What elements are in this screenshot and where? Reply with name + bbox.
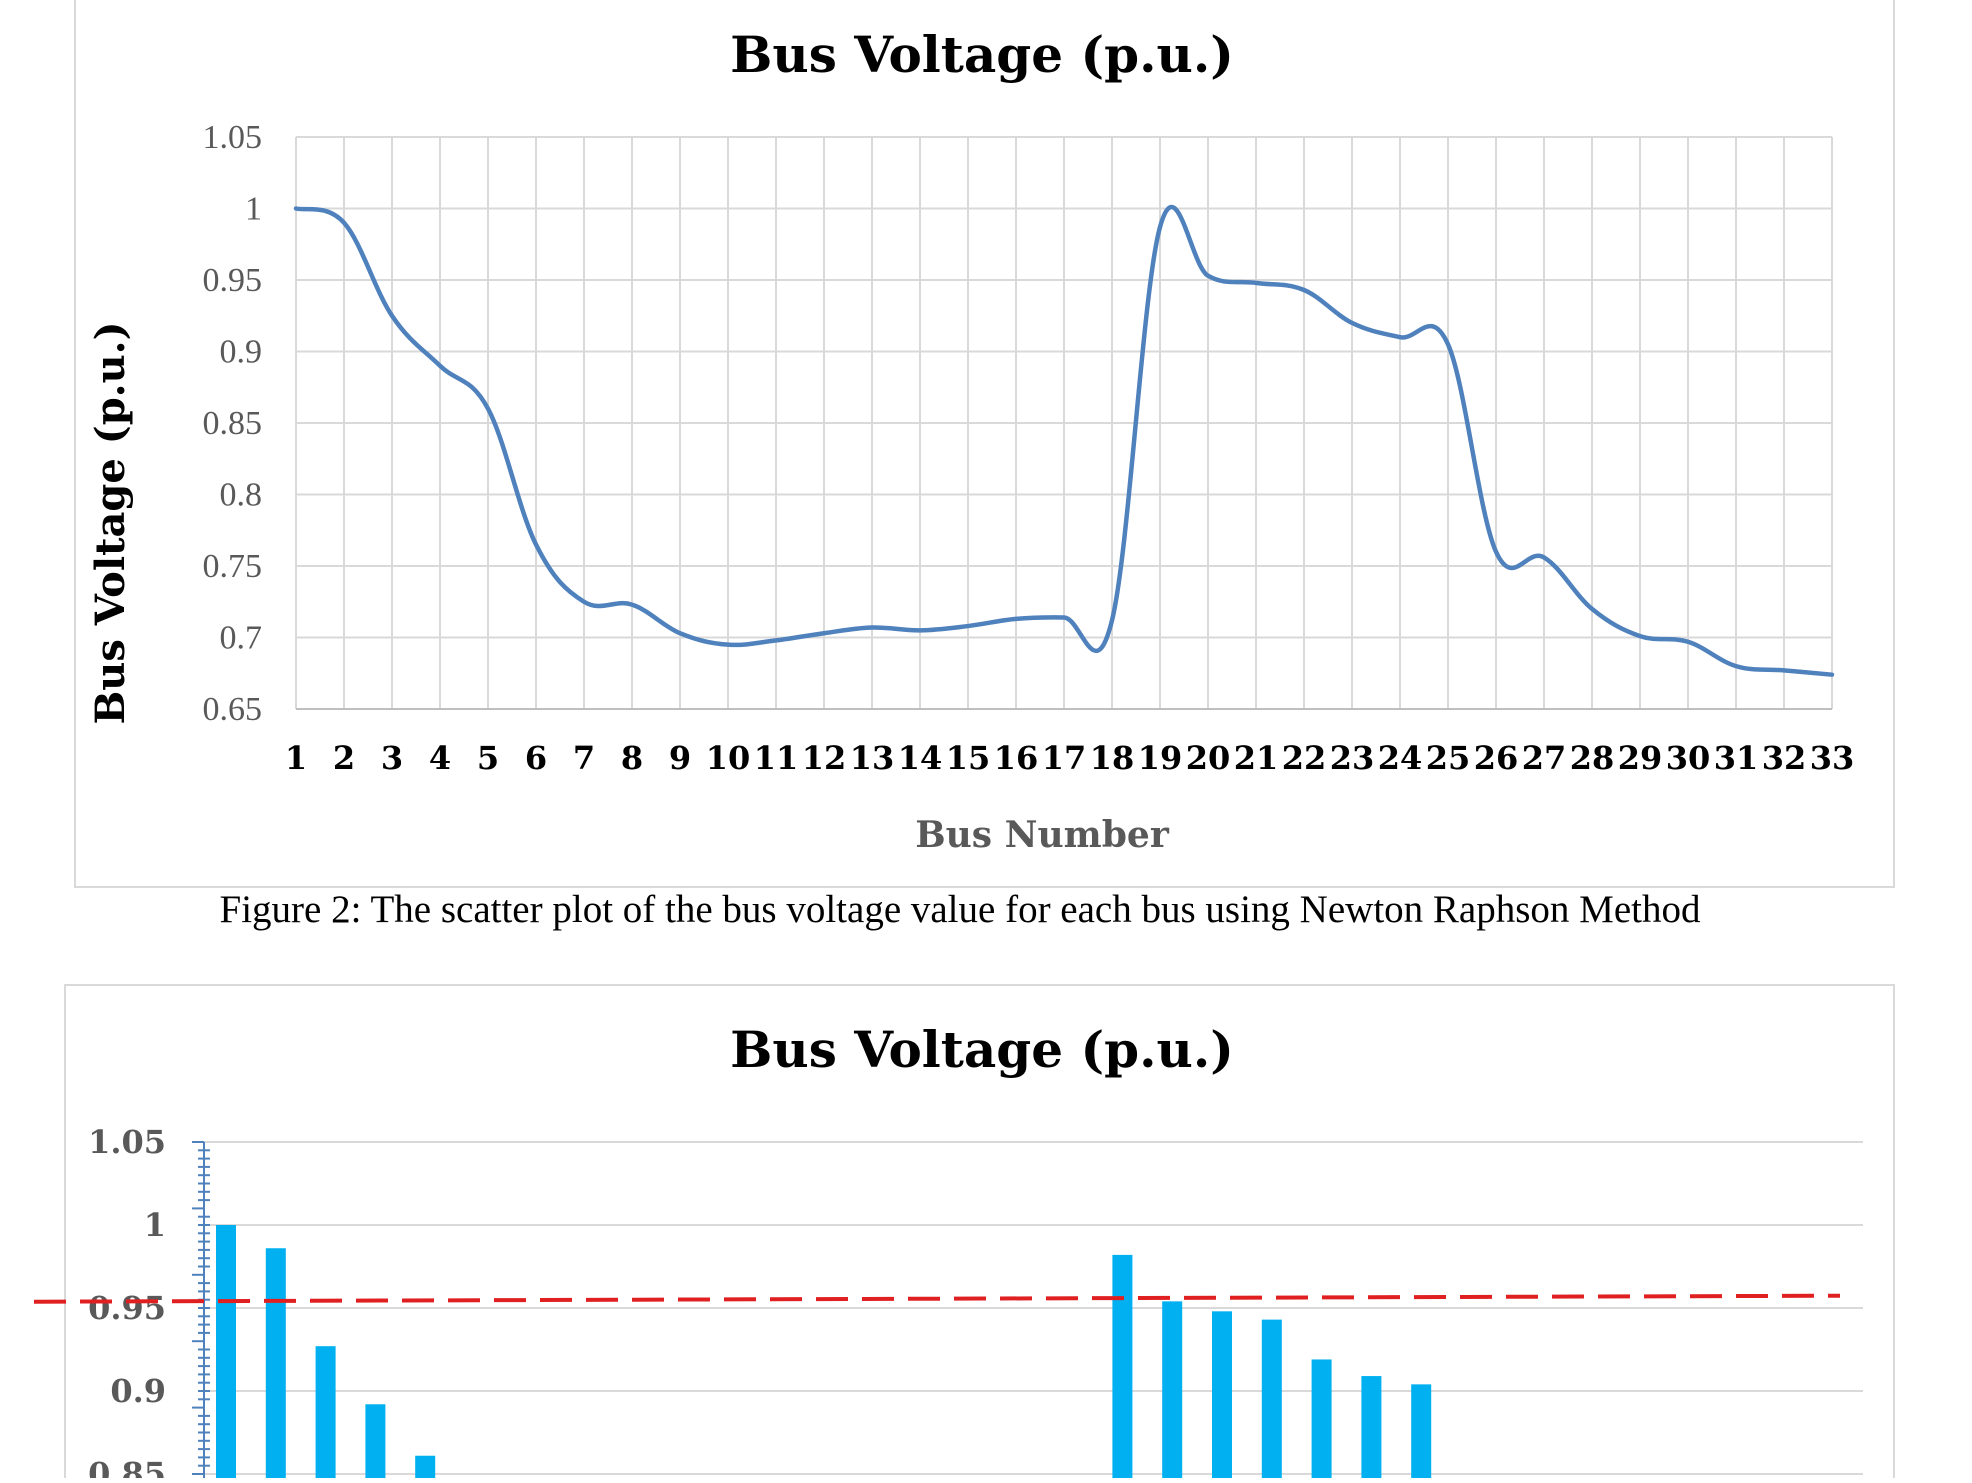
chart1-x-tick-label: 32: [1762, 739, 1807, 777]
chart1-x-tick-label: 5: [477, 739, 499, 777]
chart1-x-tick-label: 16: [994, 739, 1039, 777]
chart1-y-tick-label: 0.85: [203, 405, 263, 442]
chart2-bar: [415, 1455, 436, 1483]
chart2-bar: [265, 1248, 286, 1483]
chart1-x-ticks: 1 2 3 4 5 6 7 8 9 10 11 12 13 14 15 16 17 18 19 20 21 22 23 24 2…: [285, 739, 1854, 777]
chart2-y-ticks: 1.05 1 0.95 0.9 0.85: [88, 1123, 166, 1483]
chart2-frame: [64, 984, 1895, 1483]
chart1-frame: [74, 0, 1895, 888]
chart1-x-tick-label: 9: [669, 739, 691, 777]
chart1-y-tick-label: 1.05: [203, 119, 263, 156]
chart1-x-tick-label: 6: [525, 739, 547, 777]
chart1-x-tick-label: 7: [573, 739, 595, 777]
chart1-x-tick-label: 23: [1330, 739, 1375, 777]
chart1-x-tick-label: 18: [1090, 739, 1135, 777]
chart1-x-tick-label: 28: [1570, 739, 1615, 777]
chart1-x-tick-label: 27: [1522, 739, 1567, 777]
chart1-x-tick-label: 31: [1714, 739, 1759, 777]
chart1-x-tick-label: 19: [1138, 739, 1183, 777]
chart1-x-tick-label: 22: [1282, 739, 1327, 777]
chart2-y-tick-label: 0.9: [110, 1372, 166, 1410]
chart1-grid: [295, 136, 1833, 710]
chart1-x-tick-label: 10: [706, 739, 751, 777]
chart1-x-tick-label: 4: [429, 739, 451, 777]
chart1-y-ticks: 1.05 1 0.95 0.9 0.85 0.8 0.75 0.7 0.65: [203, 119, 263, 728]
chart1-y-axis-label: Bus Voltage (p.u.): [87, 321, 134, 724]
chart1-x-tick-label: 14: [898, 739, 943, 777]
chart1-x-tick-label: 25: [1426, 739, 1471, 777]
chart2-bar: [1361, 1376, 1382, 1483]
chart1-x-tick-label: 8: [621, 739, 643, 777]
chart1-x-axis-label: Bus Number: [915, 814, 1170, 856]
chart1-y-tick-label: 0.7: [220, 620, 263, 657]
chart1-x-tick-label: 26: [1474, 739, 1519, 777]
chart2-threshold-line: [33, 1293, 1841, 1304]
chart1-x-tick-label: 15: [946, 739, 991, 777]
chart1-x-tick-label: 29: [1618, 739, 1663, 777]
chart1-x-tick-label: 21: [1234, 739, 1279, 777]
chart2-bar: [365, 1404, 386, 1483]
chart1-x-tick-label: 3: [381, 739, 403, 777]
figure-caption: Figure 2: The scatter plot of the bus vo…: [220, 888, 1701, 931]
chart2-bar: [1212, 1311, 1232, 1483]
chart1-x-tick-label: 30: [1666, 739, 1711, 777]
chart1-y-tick-label: 0.8: [220, 477, 263, 514]
chart1-x-tick-label: 20: [1186, 739, 1231, 777]
chart2-y-tick-label: 1.05: [88, 1123, 166, 1161]
chart1-x-tick-label: 24: [1378, 739, 1423, 777]
chart1-x-tick-label: 11: [754, 739, 799, 777]
chart2-bar: [216, 1225, 236, 1483]
chart2-bar: [1411, 1384, 1432, 1483]
chart2-bar: [1261, 1319, 1282, 1483]
chart1-title: Bus Voltage (p.u.): [730, 25, 1234, 84]
chart1-y-tick-label: 0.65: [203, 691, 263, 728]
chart2-y-tick-label: 0.85: [88, 1455, 166, 1478]
chart1-x-tick-label: 1: [285, 739, 307, 777]
chart1-x-tick-label: 33: [1810, 739, 1855, 777]
chart1-x-tick-label: 17: [1042, 739, 1087, 777]
chart2-title: Bus Voltage (p.u.): [730, 1020, 1234, 1079]
chart2-bar: [1162, 1301, 1183, 1483]
chart1-y-tick-label: 0.9: [220, 334, 263, 371]
chart1-y-tick-label: 1: [245, 191, 262, 228]
chart1-y-tick-label: 0.75: [203, 548, 263, 585]
chart2-y-tick-label: 0.95: [88, 1289, 166, 1327]
chart1-x-tick-label: 2: [333, 739, 355, 777]
chart1-series-line: [293, 204, 1835, 677]
chart1-y-tick-label: 0.95: [203, 262, 263, 299]
chart2-bar: [1112, 1254, 1133, 1483]
chart2-bar: [1311, 1359, 1332, 1483]
chart2-y-tick-label: 1: [144, 1206, 166, 1244]
chart2-bars: [216, 1225, 1432, 1483]
chart1-x-tick-label: 12: [802, 739, 847, 777]
chart2-bar: [315, 1346, 336, 1483]
chart2-grid: [192, 1141, 1863, 1478]
chart1-x-tick-label: 13: [850, 739, 895, 777]
